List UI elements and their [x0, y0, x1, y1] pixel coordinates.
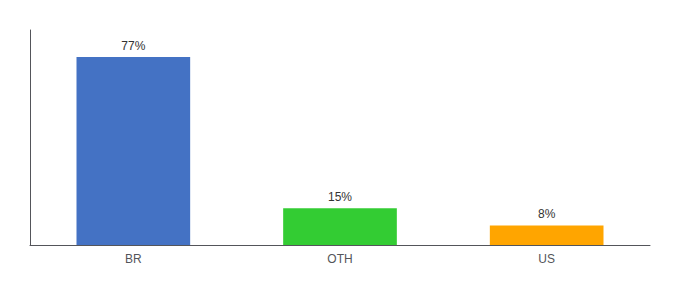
svg-text:8%: 8% [538, 207, 556, 221]
svg-text:77%: 77% [121, 39, 145, 53]
svg-text:BR: BR [125, 252, 142, 266]
svg-text:US: US [538, 252, 555, 266]
svg-text:15%: 15% [328, 190, 352, 204]
svg-text:OTH: OTH [327, 252, 352, 266]
